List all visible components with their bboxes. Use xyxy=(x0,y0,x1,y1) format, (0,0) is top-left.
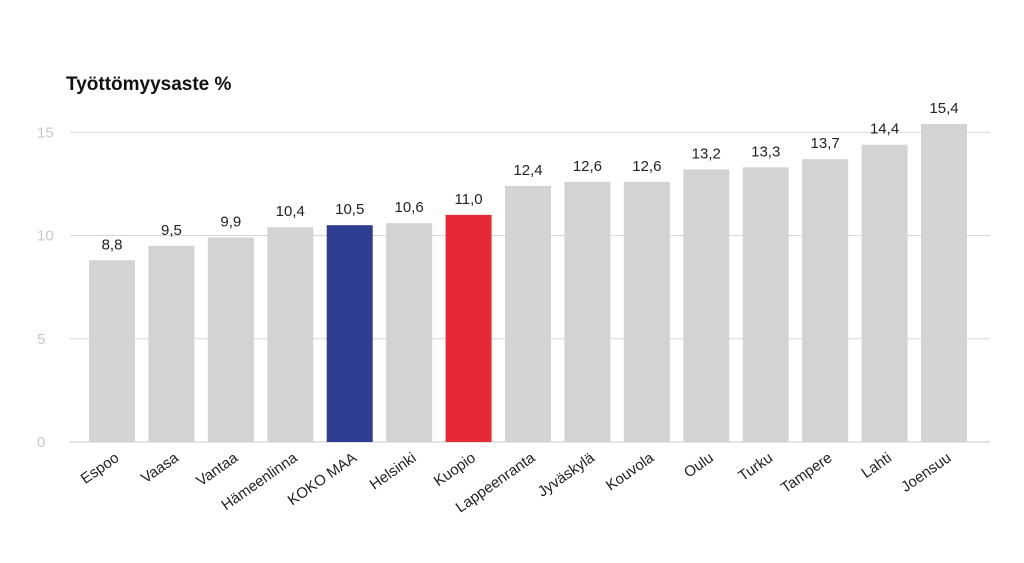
category-label: Oulu xyxy=(681,449,717,481)
bar xyxy=(386,223,433,442)
value-label: 13,2 xyxy=(692,145,721,162)
bar xyxy=(921,124,967,442)
value-label: 12,6 xyxy=(573,158,602,175)
category-label: Espoo xyxy=(78,449,123,487)
y-tick-label: 10 xyxy=(37,228,54,245)
value-label: 9,5 xyxy=(161,222,182,239)
value-label: 9,9 xyxy=(220,214,241,231)
bar xyxy=(148,245,195,442)
value-label: 13,7 xyxy=(811,135,840,152)
category-label: Vantaa xyxy=(193,449,241,490)
category-label: Kouvola xyxy=(603,449,658,494)
y-tick-label: 0 xyxy=(37,434,45,451)
bar xyxy=(505,185,551,442)
bars xyxy=(89,124,967,443)
bar xyxy=(89,260,135,442)
bar xyxy=(445,214,492,442)
category-label: Tampere xyxy=(778,449,836,496)
category-label: Helsinki xyxy=(367,449,420,493)
bar xyxy=(207,237,254,442)
chart-title: Työttömyysaste % xyxy=(66,74,232,95)
value-label: 10,5 xyxy=(335,201,364,218)
bar xyxy=(564,181,611,442)
category-label: Vaasa xyxy=(138,449,182,487)
bar xyxy=(802,159,849,443)
bar xyxy=(861,144,908,442)
bar xyxy=(326,225,373,442)
category-label: Jyväskylä xyxy=(535,449,599,501)
bar xyxy=(742,167,789,442)
category-label: Joensuu xyxy=(898,449,954,495)
bar xyxy=(683,169,730,442)
y-tick-label: 5 xyxy=(37,331,45,348)
y-tick-label: 15 xyxy=(37,124,54,141)
value-label: 12,4 xyxy=(513,162,542,179)
value-label: 10,6 xyxy=(395,199,424,216)
value-label: 8,8 xyxy=(102,236,123,253)
value-label: 11,0 xyxy=(455,191,483,208)
bar xyxy=(623,181,670,442)
value-label: 13,3 xyxy=(751,143,780,160)
category-label: Lahti xyxy=(858,449,894,482)
value-label: 10,4 xyxy=(276,203,305,220)
category-label: Kuopio xyxy=(431,449,479,490)
category-label: Turku xyxy=(735,449,776,485)
value-label: 14,4 xyxy=(870,121,899,138)
bar xyxy=(267,227,314,442)
value-label: 12,6 xyxy=(632,158,661,175)
value-label: 15,4 xyxy=(929,100,958,117)
